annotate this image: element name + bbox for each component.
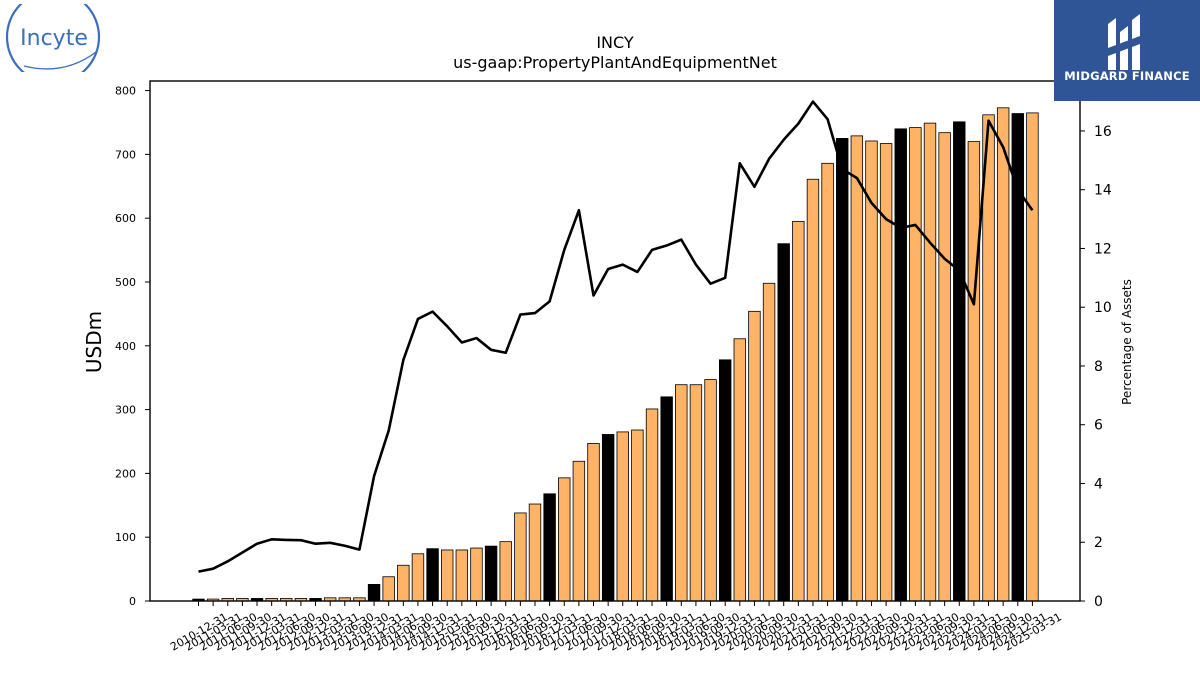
bar-2016-09-30 xyxy=(528,503,542,602)
midgard-mark-icon xyxy=(1108,14,1140,70)
y-tick-label: 100 xyxy=(115,531,136,544)
y-axis-label: USDm xyxy=(82,311,106,373)
bar-2023-06-30 xyxy=(923,122,937,602)
bar-2013-12-31 xyxy=(367,584,381,602)
bar-2019-12-31 xyxy=(718,359,732,602)
plot-frame xyxy=(149,80,1081,602)
bar-2020-03-31 xyxy=(733,338,747,602)
bar-2014-09-30 xyxy=(411,553,425,602)
bar-2021-09-30 xyxy=(821,162,834,602)
bar-2019-06-30 xyxy=(689,384,703,602)
bar-2015-12-31 xyxy=(484,545,498,602)
bar-2017-12-31 xyxy=(601,434,615,602)
incyte-logo: Incyte xyxy=(4,0,104,85)
midgard-finance-logo: MIDGARD FINANCE xyxy=(1054,0,1200,101)
y-tick-label: 600 xyxy=(115,212,136,225)
bar-2023-03-31 xyxy=(909,127,922,602)
y-tick-label: 200 xyxy=(115,467,136,480)
bar-2025-03-31 xyxy=(1026,112,1039,602)
y2-tick-label: 14 xyxy=(1094,183,1112,199)
bar-2017-09-30 xyxy=(587,442,600,602)
y-tick-label: 400 xyxy=(115,340,136,353)
y2-tick-label: 4 xyxy=(1094,476,1103,492)
y2-tick-label: 10 xyxy=(1094,300,1112,316)
y2-tick-label: 12 xyxy=(1094,241,1112,257)
chart-title: INCY xyxy=(596,33,634,52)
bar-series xyxy=(192,107,1039,602)
bar-2022-03-31 xyxy=(850,135,864,602)
y2-tick-label: 16 xyxy=(1094,124,1112,140)
chart-subtitle: us-gaap:PropertyPlantAndEquipmentNet xyxy=(453,53,777,72)
bar-2016-12-31 xyxy=(543,493,556,602)
bar-2017-06-30 xyxy=(572,460,586,602)
y-tick-label: 800 xyxy=(115,85,136,98)
bar-2018-03-31 xyxy=(616,431,629,602)
bar-2019-03-31 xyxy=(675,384,688,602)
axes: 0100200300400500600700800024681012141620… xyxy=(115,80,1112,654)
bar-2021-06-30 xyxy=(806,178,820,602)
line-series xyxy=(198,100,1034,573)
bar-2020-06-30 xyxy=(748,310,761,602)
bar-2024-03-31 xyxy=(967,141,981,602)
bar-2014-03-31 xyxy=(382,576,395,602)
percentage-line xyxy=(198,100,1034,573)
bar-2022-12-31 xyxy=(894,128,907,602)
bar-2016-06-30 xyxy=(514,512,527,602)
bar-2016-03-31 xyxy=(499,541,512,602)
bar-2023-09-30 xyxy=(938,132,951,602)
bar-2017-03-31 xyxy=(558,477,571,602)
bar-2022-09-30 xyxy=(879,143,893,602)
y2-tick-label: 8 xyxy=(1094,359,1103,375)
bar-2015-06-30 xyxy=(455,549,469,602)
bar-2020-12-31 xyxy=(777,243,790,602)
bar-2020-09-30 xyxy=(762,282,776,602)
bar-2023-12-31 xyxy=(953,121,966,602)
y-tick-label: 500 xyxy=(115,276,136,289)
y2-tick-label: 2 xyxy=(1094,535,1103,551)
incyte-logo-text: Incyte xyxy=(20,26,88,51)
y-tick-label: 300 xyxy=(115,404,136,417)
y2-tick-label: 6 xyxy=(1094,418,1103,434)
bar-2021-03-31 xyxy=(792,220,805,602)
bar-2014-06-30 xyxy=(397,564,410,602)
y-tick-label: 700 xyxy=(115,148,136,161)
y2-axis-label: Percentage of Assets xyxy=(1120,279,1134,405)
bar-2015-03-31 xyxy=(441,549,454,602)
bar-2019-09-30 xyxy=(704,379,717,602)
bar-2022-06-30 xyxy=(865,140,878,602)
bar-2021-12-31 xyxy=(836,138,849,602)
bar-2014-12-31 xyxy=(426,548,439,602)
y2-tick-label: 0 xyxy=(1094,594,1103,610)
bar-2024-09-30 xyxy=(996,107,1010,602)
bar-2018-12-31 xyxy=(660,396,673,602)
bar-2015-09-30 xyxy=(470,547,483,602)
y-tick-label: 0 xyxy=(129,595,136,608)
midgard-logo-text: MIDGARD FINANCE xyxy=(1064,69,1190,83)
bar-2018-09-30 xyxy=(645,408,659,602)
bar-2018-06-30 xyxy=(631,429,644,602)
